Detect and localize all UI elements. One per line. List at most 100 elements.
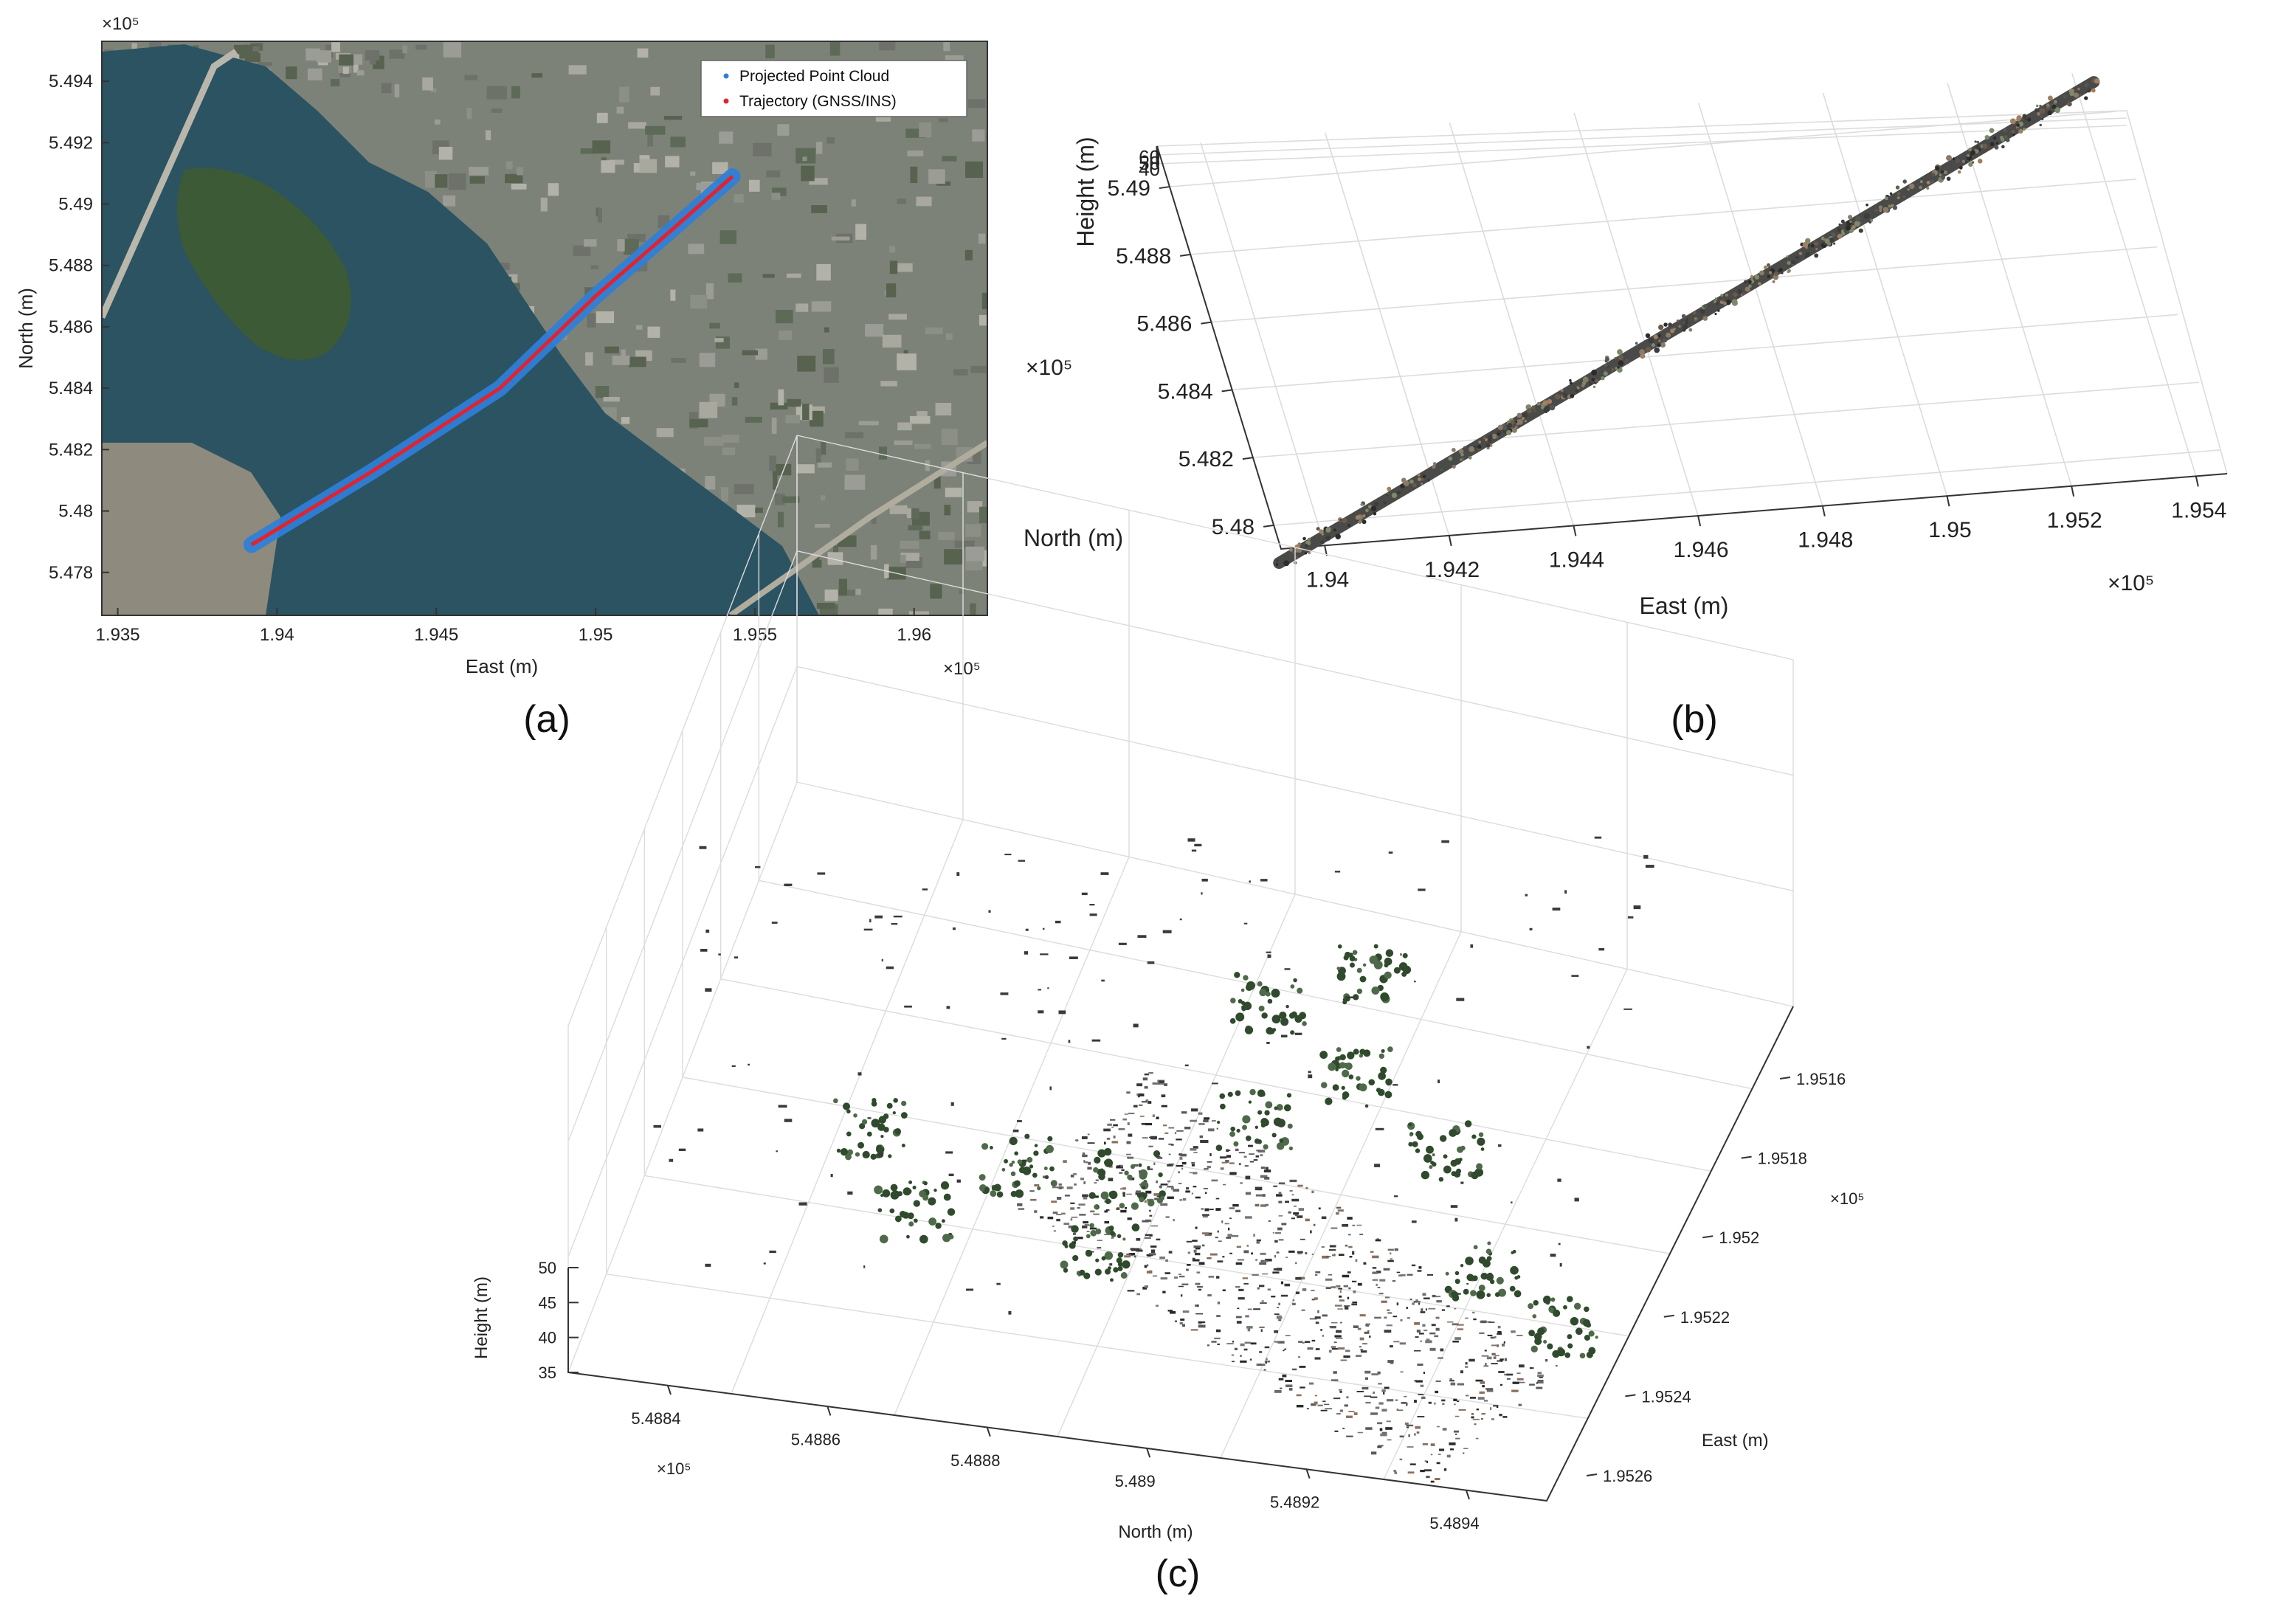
cloud-point [1193,1186,1197,1188]
tree-point [1147,1166,1150,1169]
scatter-point [784,883,793,886]
cloud-point [1278,1200,1283,1203]
building-block [824,367,839,383]
building-block [734,382,739,388]
scatter-point [996,1282,1001,1285]
cloud-point [1365,1377,1368,1380]
cloud-point [1898,193,1902,196]
cloud-point [1236,1321,1242,1324]
cloud-point [1840,232,1846,236]
cloud-point [1826,241,1832,246]
building-block [595,386,610,398]
tree-point [942,1234,951,1243]
scatter-point [705,929,710,933]
cloud-point [1454,1307,1457,1310]
building-block [316,50,332,63]
x-tick-label: 1.95 [1928,518,1971,542]
cloud-point [1268,1220,1271,1223]
cloud-point [1311,1339,1316,1342]
tree-point [1409,1133,1413,1137]
y-tick-mark [1201,321,1212,325]
cloud-point [1381,1300,1387,1303]
cloud-point [1457,1383,1465,1386]
y-tick-mark [1159,186,1170,190]
building-block [601,160,615,173]
building-block [772,187,787,196]
cloud-point [1348,1234,1351,1236]
building-block [796,148,816,164]
building-block [972,129,985,142]
cloud-point [1148,1071,1153,1074]
cloud-point [2016,123,2020,127]
cloud-point [1215,1329,1221,1333]
x-tick-label: 5.489 [1115,1472,1156,1490]
tree-point [1454,1279,1460,1285]
cloud-point [1396,1302,1399,1306]
scatter-point [1162,930,1172,933]
cloud-point [1056,1218,1060,1222]
building-block [647,129,654,147]
cloud-point [1454,1403,1456,1406]
cloud-point [2046,103,2050,107]
cloud-point [1399,1435,1404,1438]
cloud-point [1447,1321,1454,1323]
cloud-point [1529,1383,1535,1386]
tree-point [1328,1062,1336,1071]
cloud-point [1515,425,1518,429]
cloud-point [2016,117,2020,122]
tree-point [853,1113,857,1118]
cloud-point [1218,1240,1222,1243]
building-block [616,106,624,114]
cloud-point [1352,1224,1356,1226]
grid-b [1156,73,2228,546]
cloud-point [1278,1182,1285,1185]
tree-point [1064,1244,1069,1248]
tree-point [1097,1169,1106,1177]
cloud-point [1787,269,1791,272]
cloud-point [1581,384,1585,388]
building-block [755,348,767,360]
cloud-point [1604,363,1608,367]
cloud-point [1423,1469,1432,1472]
cloud-point [1191,1192,1194,1195]
cloud-point [1747,280,1752,284]
cloud-point [1429,1347,1436,1351]
cloud-point [1121,1169,1125,1172]
cloud-point [1040,1216,1044,1219]
tree-point [1219,1093,1226,1099]
cloud-point [1289,1190,1293,1192]
cloud-point [1469,446,1475,452]
y-exponent-b: ×10⁵ [1026,356,1072,380]
tree-point [1584,1306,1590,1313]
scatter-point [705,1263,711,1267]
tree-point [1376,1088,1381,1093]
cloud-point [1408,1434,1411,1437]
cloud-point [1968,148,1973,152]
cloud-point [1347,523,1350,527]
cloud-point [1497,1333,1502,1336]
cloud-point [1244,1341,1251,1344]
building-block [639,155,650,160]
cloud-point [1717,309,1720,312]
cloud-point [1243,1250,1249,1254]
cloud-point [1176,1164,1184,1167]
cloud-point [1146,1264,1149,1267]
scatter-point [1394,1195,1398,1198]
building-block [604,346,619,353]
cloud-point [1511,1330,1516,1333]
cloud-point [1416,1330,1421,1333]
cloud-point [1198,1262,1205,1265]
cloud-point [1122,1187,1126,1190]
cloud-point [1181,1167,1184,1170]
x-tick-label: 5.4884 [631,1409,680,1428]
cloud-point [1186,1240,1193,1243]
cloud-point [1126,1091,1131,1094]
building-block [807,406,825,414]
cloud-point [1836,227,1842,232]
cloud-point [1158,1138,1164,1140]
cloud-point [1240,1343,1245,1347]
cloud-point [1417,1364,1423,1366]
cloud-point [1614,356,1617,360]
tree-point [846,1109,851,1114]
